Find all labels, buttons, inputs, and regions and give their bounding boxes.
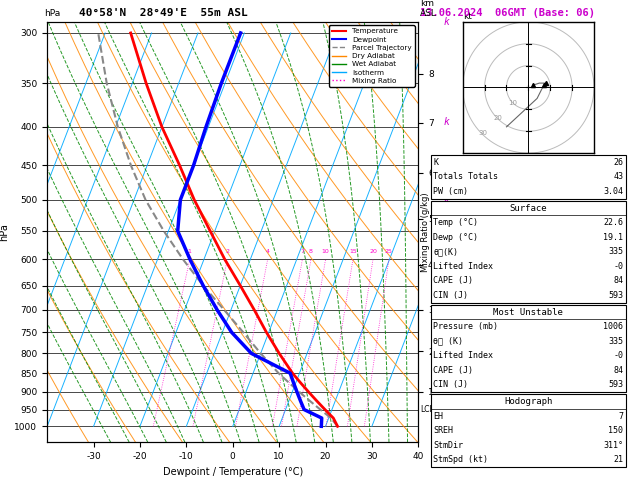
Text: 7: 7 bbox=[618, 412, 623, 420]
Text: Hodograph: Hodograph bbox=[504, 397, 552, 406]
Text: © weatheronline.co.uk: © weatheronline.co.uk bbox=[476, 447, 581, 456]
Text: 30: 30 bbox=[478, 130, 487, 137]
Text: 22.6: 22.6 bbox=[603, 218, 623, 227]
Text: 15: 15 bbox=[349, 249, 357, 254]
Text: k: k bbox=[443, 312, 450, 323]
Text: θᴄ(K): θᴄ(K) bbox=[433, 247, 459, 256]
Text: 593: 593 bbox=[608, 381, 623, 389]
Text: Pressure (mb): Pressure (mb) bbox=[433, 322, 498, 331]
Text: 593: 593 bbox=[608, 291, 623, 300]
Text: CIN (J): CIN (J) bbox=[433, 381, 469, 389]
Text: Surface: Surface bbox=[509, 204, 547, 212]
Text: CAPE (J): CAPE (J) bbox=[433, 366, 474, 375]
Text: 25: 25 bbox=[385, 249, 393, 254]
Text: Lifted Index: Lifted Index bbox=[433, 262, 493, 271]
Text: Lifted Index: Lifted Index bbox=[433, 351, 493, 360]
Text: Totals Totals: Totals Totals bbox=[433, 173, 498, 181]
Text: StmDir: StmDir bbox=[433, 441, 464, 450]
Text: -0: -0 bbox=[613, 262, 623, 271]
Text: 20: 20 bbox=[493, 115, 502, 121]
Y-axis label: km
ASL: km ASL bbox=[442, 213, 459, 232]
Text: θᴄ (K): θᴄ (K) bbox=[433, 337, 464, 346]
Text: Most Unstable: Most Unstable bbox=[493, 308, 564, 316]
Text: K: K bbox=[433, 158, 438, 167]
Text: 335: 335 bbox=[608, 337, 623, 346]
Text: LCL: LCL bbox=[421, 405, 435, 414]
Text: -0: -0 bbox=[613, 351, 623, 360]
Text: 311°: 311° bbox=[603, 441, 623, 450]
Text: k: k bbox=[443, 117, 450, 127]
Text: k: k bbox=[443, 381, 450, 391]
Text: km
ASL: km ASL bbox=[420, 0, 437, 18]
Text: hPa: hPa bbox=[44, 9, 60, 18]
Text: 21: 21 bbox=[613, 455, 623, 464]
Text: Temp (°C): Temp (°C) bbox=[433, 218, 479, 227]
Text: CIN (J): CIN (J) bbox=[433, 291, 469, 300]
Text: 1: 1 bbox=[188, 249, 192, 254]
Text: 8: 8 bbox=[309, 249, 313, 254]
Text: 3.04: 3.04 bbox=[603, 187, 623, 196]
Text: Mixing Ratio (g/kg): Mixing Ratio (g/kg) bbox=[421, 192, 430, 272]
Text: 20: 20 bbox=[369, 249, 377, 254]
Text: 150: 150 bbox=[608, 426, 623, 435]
Text: 10: 10 bbox=[321, 249, 330, 254]
Text: 19.1: 19.1 bbox=[603, 233, 623, 242]
Text: 2: 2 bbox=[225, 249, 230, 254]
Text: Dewp (°C): Dewp (°C) bbox=[433, 233, 479, 242]
X-axis label: Dewpoint / Temperature (°C): Dewpoint / Temperature (°C) bbox=[163, 467, 303, 477]
Text: EH: EH bbox=[433, 412, 443, 420]
Text: SREH: SREH bbox=[433, 426, 454, 435]
Text: 4: 4 bbox=[265, 249, 270, 254]
Text: PW (cm): PW (cm) bbox=[433, 187, 469, 196]
Y-axis label: hPa: hPa bbox=[0, 223, 9, 241]
Text: 7: 7 bbox=[301, 249, 304, 254]
Text: CAPE (J): CAPE (J) bbox=[433, 277, 474, 285]
Text: 84: 84 bbox=[613, 277, 623, 285]
Text: 1006: 1006 bbox=[603, 322, 623, 331]
Text: k: k bbox=[443, 195, 450, 205]
Text: k: k bbox=[443, 410, 450, 420]
Text: StmSpd (kt): StmSpd (kt) bbox=[433, 455, 488, 464]
Text: 84: 84 bbox=[613, 366, 623, 375]
Text: 13.06.2024  06GMT (Base: 06): 13.06.2024 06GMT (Base: 06) bbox=[420, 8, 594, 18]
Text: 40°58'N  28°49'E  55m ASL: 40°58'N 28°49'E 55m ASL bbox=[79, 8, 247, 18]
Text: 26: 26 bbox=[613, 158, 623, 167]
Text: 335: 335 bbox=[608, 247, 623, 256]
Text: k: k bbox=[443, 17, 450, 27]
Text: 43: 43 bbox=[613, 173, 623, 181]
Text: 10: 10 bbox=[509, 100, 518, 106]
Legend: Temperature, Dewpoint, Parcel Trajectory, Dry Adiabat, Wet Adiabat, Isotherm, Mi: Temperature, Dewpoint, Parcel Trajectory… bbox=[329, 25, 415, 87]
Text: kt: kt bbox=[463, 12, 472, 21]
